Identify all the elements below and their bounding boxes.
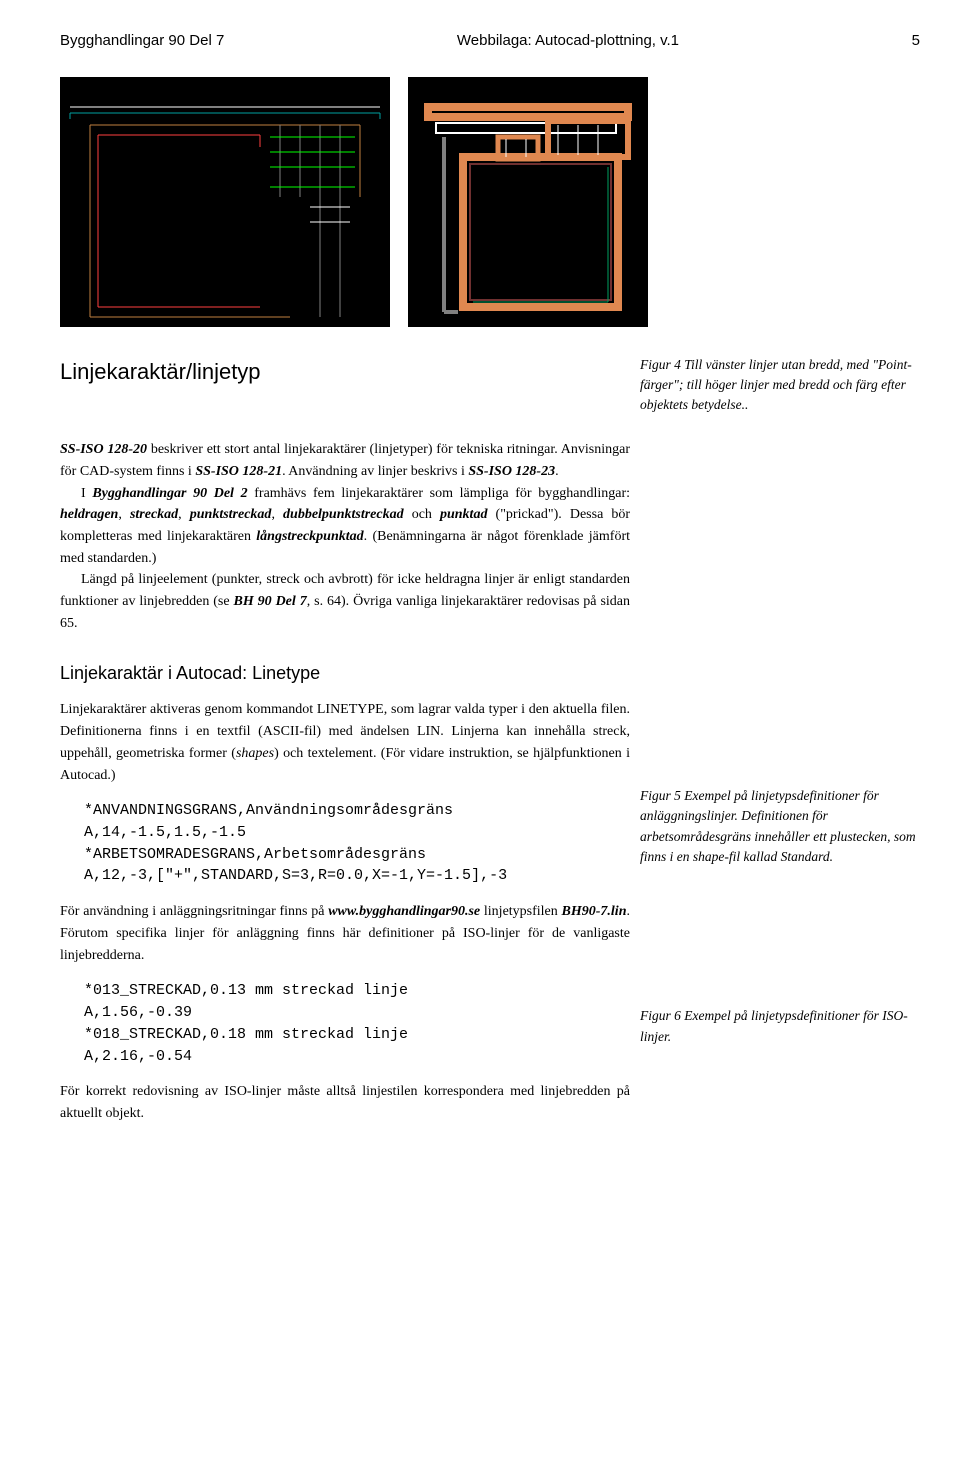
text: I (81, 486, 92, 501)
figure-4-left-cad (60, 77, 390, 327)
term-langstreckpunktad: långstreckpunktad (256, 529, 363, 544)
figure-6-label: Figur 6 (640, 1008, 681, 1023)
page-header: Bygghandlingar 90 Del 7 Webbilaga: Autoc… (60, 30, 920, 53)
text: linjetypsfilen (480, 904, 561, 919)
body-section-1: SS-ISO 128-20 beskriver ett stort antal … (60, 439, 630, 634)
term-dubbelpunktstreckad: dubbelpunktstreckad (283, 507, 404, 522)
text: framhävs fem linjekaraktärer som lämplig… (248, 486, 630, 501)
term-punktad: punktad (440, 507, 487, 522)
text: och (404, 507, 440, 522)
figure-4-caption-row: Linjekaraktär/linjetyp Figur 4 Till väns… (60, 355, 920, 416)
ref-ss-iso-128-23: SS-ISO 128-23 (468, 464, 555, 479)
paragraph-4: Linjekaraktärer aktiveras genom kommando… (60, 699, 630, 786)
term-streckad: streckad (130, 507, 178, 522)
subsection-heading-text: Linjekaraktär i Autocad: Linetype (60, 663, 320, 683)
figure-4-label: Figur 4 (640, 357, 681, 372)
figure-6-caption: Figur 6 Exempel på linjetypsdefinitioner… (640, 966, 920, 1081)
text: , (178, 507, 190, 522)
term-punktstreckad: punktstreckad (190, 507, 272, 522)
text: . Användning av linjer beskrivs i (282, 464, 468, 479)
figure-5-caption: Figur 5 Exempel på linjetypsdefinitioner… (640, 786, 920, 901)
code-block-1: *ANVANDNINGSGRANS,Användningsområdesgrän… (84, 800, 616, 887)
ref-ss-iso-128-20: SS-ISO 128-20 (60, 442, 147, 457)
text: . (555, 464, 559, 479)
subsection-heading: Linjekaraktär i Autocad: Linetype (60, 660, 920, 687)
text: , (271, 507, 283, 522)
ref-bh90-del7: BH 90 Del 7 (234, 594, 307, 609)
header-left: Bygghandlingar 90 Del 7 (60, 30, 224, 53)
text: , (118, 507, 130, 522)
figure-5-caption-text: Exempel på linjetypsdefinitioner för anl… (640, 788, 916, 864)
figure-4-caption-text: Till vänster linjer utan bredd, med "Poi… (640, 357, 912, 413)
paragraph-1: SS-ISO 128-20 beskriver ett stort antal … (60, 439, 630, 482)
figure-6-caption-text: Exempel på linjetypsdefinitioner för ISO… (640, 1008, 908, 1043)
section-heading: Linjekaraktär/linjetyp (60, 355, 616, 388)
ref-ss-iso-128-21: SS-ISO 128-21 (195, 464, 282, 479)
figure-4-row (60, 77, 920, 327)
file-bh90-7-lin: BH90-7.lin (562, 904, 627, 919)
term-shapes: shapes (236, 746, 274, 761)
paragraph-2: I Bygghandlingar 90 Del 2 framhävs fem l… (60, 483, 630, 570)
paragraph-3: Längd på linjeelement (punkter, streck o… (60, 569, 630, 634)
code-block-2: *013_STRECKAD,0.13 mm streckad linje A,1… (84, 980, 616, 1067)
text: För användning i anläggningsritningar fi… (60, 904, 328, 919)
figure-4-right-cad (408, 77, 648, 327)
header-center: Webbilaga: Autocad-plottning, v.1 (224, 30, 911, 53)
text: För korrekt redovisning av ISO-linjer må… (60, 1081, 630, 1124)
header-page-number: 5 (912, 30, 920, 53)
term-heldragen: heldragen (60, 507, 118, 522)
link-bygghandlingar90: www.bygghandlingar90.se (328, 904, 480, 919)
paragraph-6: För korrekt redovisning av ISO-linjer må… (60, 1081, 630, 1124)
figure-4-caption: Figur 4 Till vänster linjer utan bredd, … (640, 355, 920, 416)
paragraph-5: För användning i anläggningsritningar fi… (60, 901, 630, 966)
ref-bh90-del2: Bygghandlingar 90 Del 2 (92, 486, 247, 501)
figure-5-label: Figur 5 (640, 788, 681, 803)
